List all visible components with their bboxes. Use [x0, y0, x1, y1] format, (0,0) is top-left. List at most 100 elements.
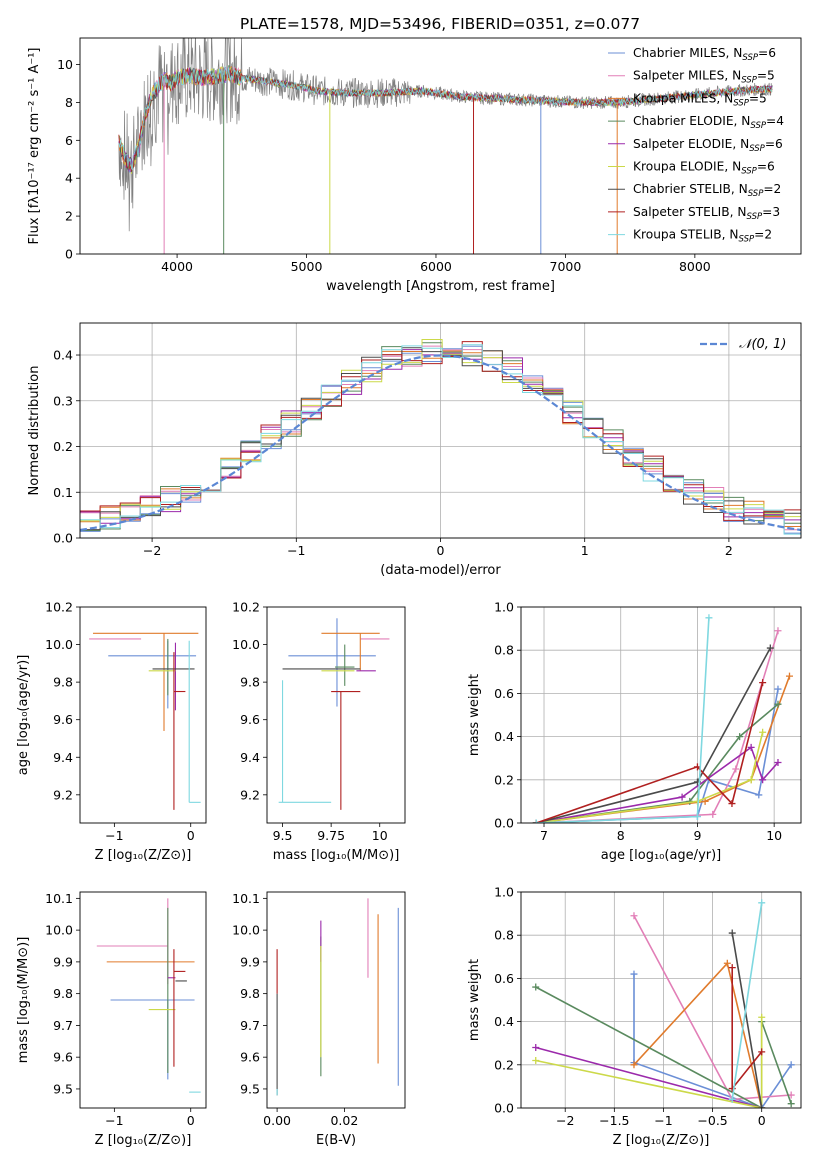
- y-tick-label: 0.4: [494, 1014, 514, 1029]
- legend-label: Chabrier ELODIE, NSSP=4: [633, 114, 784, 131]
- y-tick-label: 9.8: [240, 675, 260, 690]
- weight-marker: [736, 733, 744, 741]
- weight-marker: [705, 614, 713, 622]
- legend-label-n: =6: [757, 160, 775, 174]
- legend-label-text: Salpeter STELIB, N: [633, 205, 746, 219]
- y-tick-label: 10.2: [232, 600, 260, 615]
- x-tick-label: −2: [143, 543, 161, 558]
- axes-weight-vs-Z: −2 −1.5 −1 −0.5 0 0.0 0.2 0.4 0.6 0.8 1.0 Z [log₁₀(…: [467, 885, 802, 1148]
- y-tick-label: 9.6: [240, 712, 260, 727]
- weight-marker: [532, 819, 540, 823]
- weight-marker: [774, 759, 782, 767]
- x-tick-label: −1: [654, 1113, 672, 1128]
- y-tick-label: 0.4: [494, 729, 514, 744]
- x-tick-label: 0: [187, 1113, 195, 1128]
- legend-label-text: Chabrier MILES, N: [633, 46, 742, 60]
- y-tick-label: 0.3: [53, 393, 73, 408]
- axes-age-vs-Z: −1 0 9.2 9.4 9.6 9.8 10.0 10.2 Z [log₁₀(Z/Z⊙)] ag…: [16, 600, 207, 863]
- plot-area-residuals: [80, 339, 801, 535]
- x-axis-label: Z [log₁₀(Z/Z⊙)]: [95, 848, 192, 863]
- weight-trajectory: [535, 1017, 763, 1108]
- legend-label-text: Chabrier STELIB, N: [633, 182, 748, 196]
- y-axis-label: mass weight: [467, 674, 482, 756]
- weight-marker: [774, 700, 782, 708]
- x-axis-label: (data-model)/error: [380, 563, 501, 578]
- y-axis-label: Flux [fλ10⁻¹⁷ erg cm⁻² s⁻¹ A⁻¹]: [27, 48, 42, 245]
- x-tick-label: 7000: [550, 259, 582, 274]
- x-tick-label: 0: [437, 543, 445, 558]
- x-axis-label: wavelength [Angstrom, rest frame]: [326, 279, 555, 294]
- weight-marker: [532, 1044, 540, 1052]
- weight-marker: [728, 800, 736, 808]
- weight-marker: [758, 1104, 766, 1108]
- legend-label-n: =5: [757, 69, 775, 83]
- y-tick-label: 0: [65, 247, 73, 262]
- y-axis-label: age [log₁₀(age/yr)]: [16, 655, 31, 776]
- axes-frame: [79, 322, 802, 539]
- axes-frame: [79, 606, 207, 824]
- y-tick-label: 9.7: [240, 1018, 260, 1033]
- weight-marker: [709, 810, 717, 818]
- axes-frame: [79, 891, 207, 1109]
- axes-mass-vs-Z: −1 0 9.5 9.6 9.7 9.8 9.9 10.0 10.1 Z [log₁₀(Z/Z⊙)…: [16, 891, 207, 1148]
- residual-histogram: [80, 345, 801, 534]
- legend-label-sub: SSP: [733, 98, 749, 108]
- y-tick-label: 0.6: [494, 686, 514, 701]
- y-tick-label: 1.0: [494, 885, 514, 900]
- legend-label-n: =6: [758, 46, 776, 60]
- y-tick-label: 9.7: [53, 1018, 73, 1033]
- y-tick-label: 10.0: [232, 923, 260, 938]
- x-tick-label: 0.00: [263, 1113, 291, 1128]
- legend-label: Salpeter STELIB, NSSP=3: [633, 205, 780, 222]
- x-tick-label: 8: [617, 828, 625, 843]
- weight-trajectory: [536, 746, 779, 823]
- weight-marker: [787, 1061, 795, 1069]
- legend-label: Salpeter ELODIE, NSSP=6: [633, 137, 783, 154]
- legend-label-sub: SSP: [741, 76, 757, 86]
- axes-age-vs-mass: 9.5 9.75 10 9.2 9.4 9.6 9.8 10.0 10.2 mass [log₁₀…: [232, 600, 406, 863]
- x-tick-label: −2: [556, 1113, 574, 1128]
- plot-area-mass-vs-Z: [96, 898, 201, 1093]
- legend-label-n: =5: [749, 91, 767, 105]
- y-tick-label: 0.8: [494, 928, 514, 943]
- y-tick-label: 9.9: [240, 954, 260, 969]
- legend-label-n: =3: [762, 205, 780, 219]
- plot-area-age-vs-mass: [278, 618, 390, 810]
- weight-marker: [728, 929, 736, 937]
- gauss-legend-label: 𝒩(0, 1): [739, 337, 786, 352]
- weight-marker: [785, 672, 793, 680]
- y-tick-label: 9.2: [53, 787, 73, 802]
- legend-label-n: =2: [763, 182, 781, 196]
- y-tick-label: 9.6: [53, 1050, 73, 1065]
- y-tick-label: 0.2: [494, 772, 514, 787]
- residual-histogram: [80, 344, 801, 535]
- x-tick-label: −1.5: [599, 1113, 629, 1128]
- gaussian-curve: [80, 354, 801, 532]
- figure-title: PLATE=1578, MJD=53496, FIBERID=0351, z=0…: [240, 15, 640, 33]
- axes-frame: [79, 37, 802, 255]
- legend-label-text: Salpeter ELODIE, N: [633, 137, 749, 151]
- y-axis-label: Normed distribution: [27, 366, 42, 496]
- y-tick-label: 9.8: [53, 675, 73, 690]
- weight-marker: [723, 959, 731, 967]
- x-axis-label: Z [log₁₀(Z/Z⊙)]: [613, 1133, 710, 1148]
- y-tick-label: 9.2: [240, 787, 260, 802]
- axes-frame: [520, 606, 802, 824]
- weight-trajectory: [536, 688, 779, 823]
- weight-trajectory: [731, 932, 763, 1108]
- axes-residuals: −2 −1 0 1 2 0.0 0.1 0.2 0.3 0.4 (data-model)/error…: [27, 322, 802, 578]
- weight-marker: [774, 685, 782, 693]
- y-tick-label: 9.6: [240, 1050, 260, 1065]
- weight-marker: [630, 1061, 638, 1069]
- y-tick-label: 0.1: [53, 485, 73, 500]
- plot-area-age-vs-Z: [89, 632, 201, 810]
- y-tick-label: 9.4: [53, 750, 73, 765]
- y-tick-label: 9.9: [53, 954, 73, 969]
- plot-area-weight-vs-age: [532, 614, 793, 823]
- x-axis-label: age [log₁₀(age/yr)]: [601, 848, 722, 863]
- x-axis-label: E(B-V): [316, 1133, 356, 1148]
- x-tick-label: −1: [287, 543, 305, 558]
- x-tick-label: 2: [725, 543, 733, 558]
